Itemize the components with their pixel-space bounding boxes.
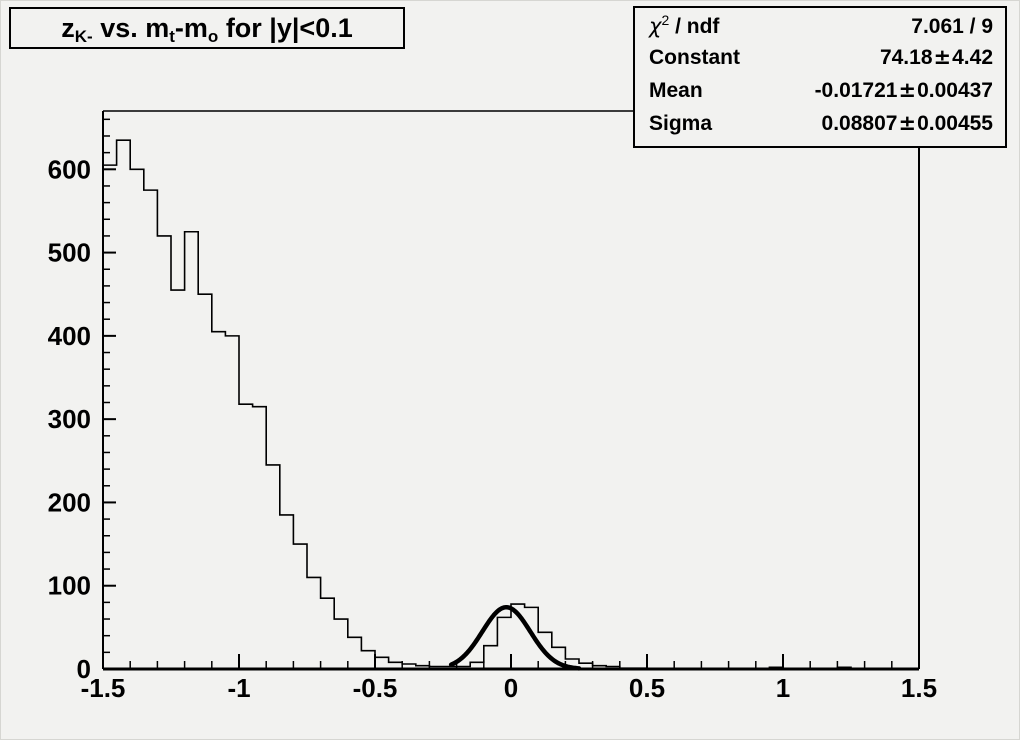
title-sub-k: K- xyxy=(74,26,93,46)
stats-row-mean: Mean -0.01721±0.00437 xyxy=(649,78,993,111)
x-tick-label: 0 xyxy=(504,673,518,703)
x-tick-label: 1.5 xyxy=(901,673,937,703)
stats-label-mean: Mean xyxy=(649,79,703,102)
title-sub-o: o xyxy=(207,26,219,46)
stats-label-chi2: χ2 / ndf xyxy=(649,12,720,38)
stats-row-chi2: χ2 / ndf 7.061 / 9 xyxy=(649,12,993,45)
x-tick-label: 0.5 xyxy=(629,673,665,703)
stats-row-constant: Constant 74.18±4.42 xyxy=(649,45,993,78)
fit-stats-box: χ2 / ndf 7.061 / 9 Constant 74.18±4.42 M… xyxy=(633,6,1007,148)
plot-title-box: zK- vs. mt-mo for |y|<0.1 xyxy=(9,7,405,49)
gaussian-fit-curve xyxy=(448,604,582,671)
y-tick-label: 500 xyxy=(48,238,91,268)
x-tick-label: -1 xyxy=(227,673,250,703)
y-tick-label: 400 xyxy=(48,321,91,351)
stats-value-chi2: 7.061 / 9 xyxy=(911,15,993,38)
x-tick-label: 1 xyxy=(776,673,790,703)
y-tick-label: 100 xyxy=(48,571,91,601)
stats-value-mean: -0.01721±0.00437 xyxy=(814,78,993,102)
title-suffix: for |y|<0.1 xyxy=(218,12,353,43)
title-sub-t: t xyxy=(169,26,175,46)
title-prefix: z xyxy=(61,12,75,43)
title-mid2: -m xyxy=(174,12,208,43)
title-mid: vs. m xyxy=(92,12,170,43)
y-tick-label: 600 xyxy=(48,154,91,184)
stats-label-sigma: Sigma xyxy=(649,112,713,135)
stats-row-sigma: Sigma 0.08807±0.00455 xyxy=(649,111,993,144)
x-tick-label: -1.5 xyxy=(81,673,126,703)
stats-value-constant: 74.18±4.42 xyxy=(879,45,993,69)
y-tick-label: 300 xyxy=(48,404,91,434)
y-tick-label: 0 xyxy=(77,654,91,684)
x-tick-label: -0.5 xyxy=(353,673,398,703)
stats-value-sigma: 0.08807±0.00455 xyxy=(821,111,993,135)
y-tick-label: 200 xyxy=(48,487,91,517)
stats-label-constant: Constant xyxy=(649,46,740,69)
page-title: zK- vs. mt-mo for |y|<0.1 xyxy=(61,12,353,46)
histogram-outline xyxy=(102,139,919,670)
